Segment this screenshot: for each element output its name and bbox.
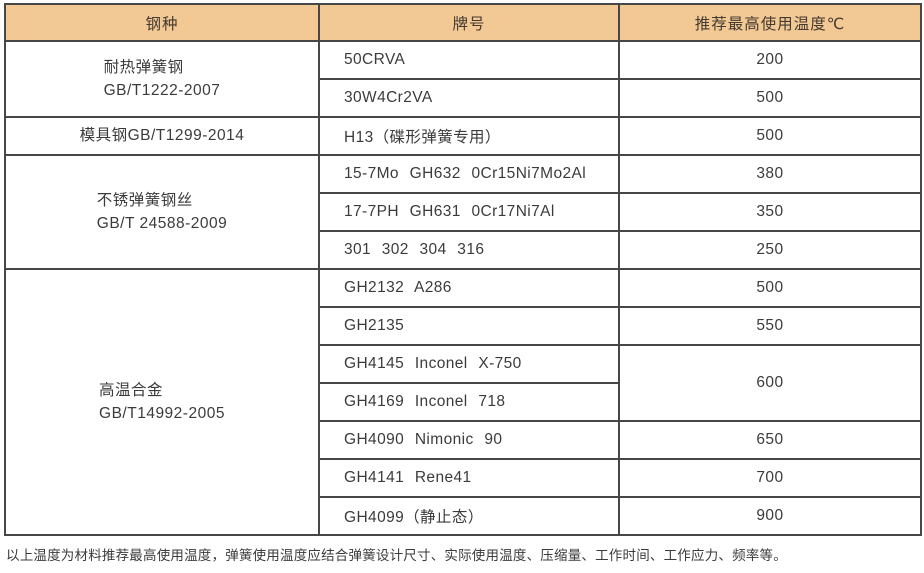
grade-cell: 301 302 304 316 xyxy=(318,230,620,270)
table-row: 不锈弹簧钢丝 GB/T 24588-2009 15-7Mo GH632 0Cr15N… xyxy=(4,154,922,270)
table-row: 17-7PH GH631 0Cr17Ni7Al 350 xyxy=(5,192,922,232)
spring-material-temperature-table: 钢种 牌号 推荐最高使用温度℃ 耐热弹簧钢 GB/T1222-2007 50CRVA… xyxy=(4,3,922,536)
temperature-cell: 250 xyxy=(618,230,922,270)
grade-cell: GH4141 Rene41 xyxy=(318,458,620,498)
table-row: 30W4Cr2VA 500 xyxy=(5,78,922,118)
temperature-cell: 600 xyxy=(618,344,922,422)
steel-type-line: 不锈弹簧钢丝 xyxy=(96,191,193,209)
temperature-cell: 500 xyxy=(618,268,922,308)
grade-cell: H13（碟形弹簧专用） xyxy=(318,116,620,156)
grade-cell: GH4099（静止态） xyxy=(318,496,620,536)
temperature-cell: 500 xyxy=(618,116,922,156)
grade-cell: 30W4Cr2VA xyxy=(318,78,620,118)
table-row: 耐热弹簧钢 GB/T1222-2007 50CRVA 200 xyxy=(4,40,922,118)
steel-type-cell: 耐热弹簧钢 GB/T1222-2007 xyxy=(4,40,320,118)
steel-type-line: 模具钢GB/T1299-2014 xyxy=(79,127,245,145)
steel-type-line: 高温合金 xyxy=(99,381,164,399)
table-row: 模具钢GB/T1299-2014 H13（碟形弹簧专用） 500 xyxy=(4,116,922,156)
grade-cell: GH4090 Nimonic 90 xyxy=(318,420,620,460)
grade-cell: GH4145 Inconel X-750 xyxy=(318,344,620,384)
temperature-cell: 350 xyxy=(618,192,922,232)
steel-type-line: GB/T1222-2007 xyxy=(103,82,221,99)
temperature-cell: 550 xyxy=(618,306,922,346)
steel-type-line: 耐热弹簧钢 xyxy=(103,58,184,76)
grade-cell: 17-7PH GH631 0Cr17Ni7Al xyxy=(318,192,620,232)
grade-cell: 50CRVA xyxy=(318,40,620,80)
col-header-grade: 牌号 xyxy=(318,3,620,42)
temperature-cell: 380 xyxy=(618,154,922,194)
steel-type-cell: 不锈弹簧钢丝 GB/T 24588-2009 xyxy=(4,154,320,270)
steel-type-line: GB/T 24588-2009 xyxy=(96,215,228,232)
grade-cell: GH2135 xyxy=(318,306,620,346)
temperature-cell: 650 xyxy=(618,420,922,460)
temperature-cell: 500 xyxy=(618,78,922,118)
table-row: 301 302 304 316 250 xyxy=(5,230,922,270)
footnote-text: 以上温度为材料推荐最高使用温度，弹簧使用温度应结合弹簧设计尺寸、实际使用温度、压… xyxy=(6,548,787,563)
col-header-steel-type: 钢种 xyxy=(4,3,320,42)
table-row: GH4145 Inconel X-750 600 xyxy=(5,344,922,422)
steel-type-line: GB/T14992-2005 xyxy=(99,405,225,422)
table-row: 高温合金 GB/T14992-2005 GH2132 A286 500 xyxy=(4,268,922,536)
table-row: GH4090 Nimonic 90 650 xyxy=(5,420,922,460)
temperature-cell: 900 xyxy=(618,496,922,536)
table-row: GH4141 Rene41 700 xyxy=(5,458,922,498)
grade-cell: GH2132 A286 xyxy=(318,268,620,308)
col-header-max-temperature: 推荐最高使用温度℃ xyxy=(618,3,922,42)
grade-cell: 15-7Mo GH632 0Cr15Ni7Mo2Al xyxy=(318,154,620,194)
table-header-row: 钢种 牌号 推荐最高使用温度℃ xyxy=(4,3,922,42)
temperature-cell: 200 xyxy=(618,40,922,80)
steel-type-cell: 模具钢GB/T1299-2014 xyxy=(4,116,320,156)
table-row: GH4099（静止态） 900 xyxy=(5,496,922,536)
table-row: GH4169 Inconel 718 xyxy=(5,382,921,422)
steel-type-cell: 高温合金 GB/T14992-2005 xyxy=(4,268,320,536)
temperature-cell: 700 xyxy=(618,458,922,498)
grade-cell: GH4169 Inconel 718 xyxy=(318,382,620,422)
table-row: GH2135 550 xyxy=(5,306,922,346)
